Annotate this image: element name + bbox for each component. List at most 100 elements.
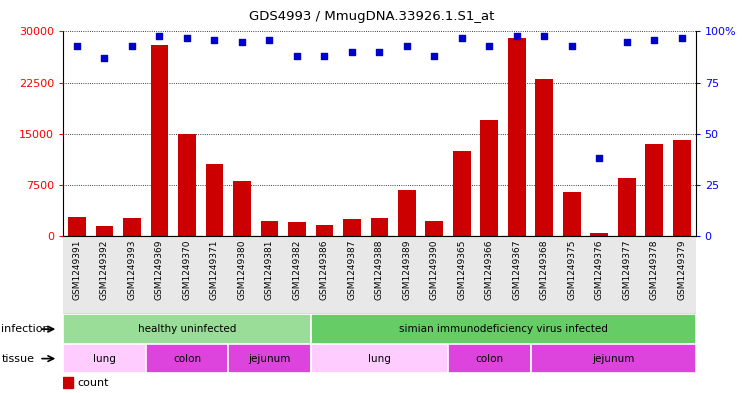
Point [649, 37, 661, 43]
Bar [618, 178, 636, 236]
Point [566, 42, 578, 49]
Text: colon: colon [475, 354, 504, 364]
Bar [118, 236, 146, 314]
Bar [641, 236, 668, 314]
Text: GSM1249380: GSM1249380 [237, 240, 246, 300]
Text: GSM1249389: GSM1249389 [403, 240, 411, 300]
Bar [311, 314, 696, 344]
Bar [95, 226, 113, 236]
Bar [530, 236, 558, 314]
Bar [91, 236, 118, 314]
Bar [343, 219, 361, 236]
Bar [508, 38, 526, 236]
Point [373, 49, 385, 55]
Bar [668, 236, 696, 314]
Point [456, 35, 468, 41]
Bar [426, 222, 443, 236]
Text: GSM1249369: GSM1249369 [155, 240, 164, 300]
Point [676, 35, 688, 41]
Text: tissue: tissue [1, 354, 34, 364]
Point [401, 42, 413, 49]
Text: GDS4993 / MmugDNA.33926.1.S1_at: GDS4993 / MmugDNA.33926.1.S1_at [249, 10, 495, 23]
Text: jejunum: jejunum [248, 354, 291, 364]
Bar [146, 236, 173, 314]
Bar [613, 236, 641, 314]
Text: GSM1249387: GSM1249387 [347, 240, 356, 300]
Text: GSM1249366: GSM1249366 [485, 240, 494, 300]
Bar [371, 218, 388, 236]
Bar [481, 120, 498, 236]
Point [208, 37, 220, 43]
Text: GSM1249376: GSM1249376 [595, 240, 604, 300]
Bar [205, 164, 223, 236]
Point [621, 39, 633, 45]
Text: colon: colon [173, 354, 201, 364]
Text: GSM1249377: GSM1249377 [623, 240, 632, 300]
Text: GSM1249386: GSM1249386 [320, 240, 329, 300]
Bar [558, 236, 586, 314]
Text: GSM1249390: GSM1249390 [430, 240, 439, 300]
Bar [315, 225, 333, 236]
Point [429, 53, 440, 59]
Bar [228, 344, 311, 373]
Point [236, 39, 248, 45]
Bar [530, 344, 696, 373]
Point [484, 42, 496, 49]
Bar [420, 236, 448, 314]
Bar [63, 377, 73, 388]
Text: simian immunodeficiency virus infected: simian immunodeficiency virus infected [399, 324, 608, 334]
Text: GSM1249370: GSM1249370 [182, 240, 191, 300]
Text: GSM1249393: GSM1249393 [127, 240, 136, 300]
Text: GSM1249371: GSM1249371 [210, 240, 219, 300]
Bar [311, 344, 448, 373]
Bar [366, 236, 393, 314]
Bar [311, 236, 339, 314]
Bar [453, 151, 471, 236]
Text: GSM1249378: GSM1249378 [650, 240, 659, 300]
Text: GSM1249365: GSM1249365 [458, 240, 466, 300]
Text: GSM1249382: GSM1249382 [292, 240, 301, 300]
Text: lung: lung [368, 354, 391, 364]
Bar [173, 236, 201, 314]
Point [98, 55, 110, 61]
Text: healthy uninfected: healthy uninfected [138, 324, 236, 334]
Bar [123, 218, 141, 236]
Point [126, 42, 138, 49]
Bar [393, 236, 420, 314]
Text: infection: infection [1, 324, 50, 334]
Bar [260, 221, 278, 236]
Bar [283, 236, 311, 314]
Bar [288, 222, 306, 236]
Bar [448, 236, 475, 314]
Bar [63, 314, 311, 344]
Text: GSM1249392: GSM1249392 [100, 240, 109, 300]
Bar [586, 236, 613, 314]
Bar [448, 344, 530, 373]
Point [511, 32, 523, 39]
Bar [233, 181, 251, 236]
Text: GSM1249379: GSM1249379 [677, 240, 687, 300]
Point [346, 49, 358, 55]
Text: lung: lung [93, 354, 116, 364]
Bar [398, 190, 416, 236]
Bar [673, 140, 691, 236]
Text: GSM1249368: GSM1249368 [540, 240, 549, 300]
Point [291, 53, 303, 59]
Bar [228, 236, 256, 314]
Bar [201, 236, 228, 314]
Point [318, 53, 330, 59]
Bar [256, 236, 283, 314]
Bar [63, 236, 91, 314]
Point [181, 35, 193, 41]
Bar [68, 217, 86, 236]
Bar [339, 236, 366, 314]
Point [539, 32, 551, 39]
Bar [178, 134, 196, 236]
Text: count: count [77, 378, 109, 388]
Text: jejunum: jejunum [592, 354, 635, 364]
Bar [63, 344, 146, 373]
Bar [646, 144, 664, 236]
Bar [536, 79, 554, 236]
Text: GSM1249388: GSM1249388 [375, 240, 384, 300]
Text: GSM1249367: GSM1249367 [513, 240, 522, 300]
